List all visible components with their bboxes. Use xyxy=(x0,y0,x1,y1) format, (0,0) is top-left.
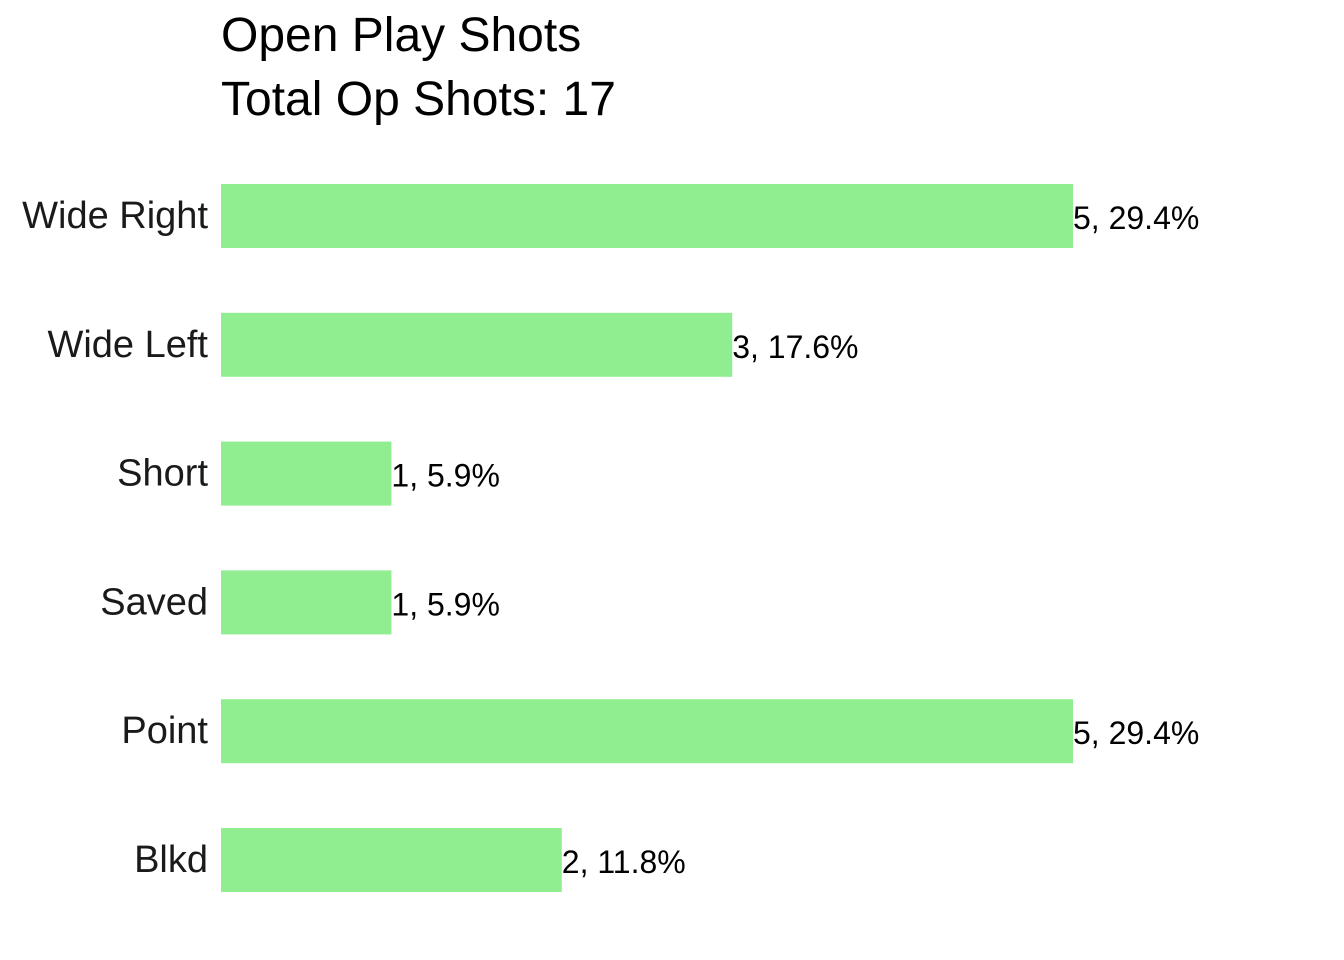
data-label: 1, 5.9% xyxy=(391,458,500,494)
data-label: 3, 17.6% xyxy=(732,329,858,365)
category-label: Blkd xyxy=(134,839,208,881)
category-label: Wide Left xyxy=(47,324,208,366)
category-label: Saved xyxy=(100,581,208,623)
chart-title: Open Play Shots xyxy=(221,9,582,62)
bar-point xyxy=(221,699,1073,764)
chart-subtitle: Total Op Shots: 17 xyxy=(221,73,616,126)
bar-wide-right xyxy=(221,184,1073,248)
bar-saved xyxy=(221,570,392,635)
bar-blkd xyxy=(221,828,562,892)
category-label: Short xyxy=(117,453,208,495)
category-label: Wide Right xyxy=(22,195,208,237)
data-label: 1, 5.9% xyxy=(391,586,500,622)
bar-short xyxy=(221,441,392,506)
data-label: 5, 29.4% xyxy=(1073,715,1199,751)
data-label: 2, 11.8% xyxy=(562,844,686,880)
data-label: 5, 29.4% xyxy=(1073,200,1199,236)
bar-wide-left xyxy=(221,312,733,377)
category-label: Point xyxy=(121,710,208,752)
